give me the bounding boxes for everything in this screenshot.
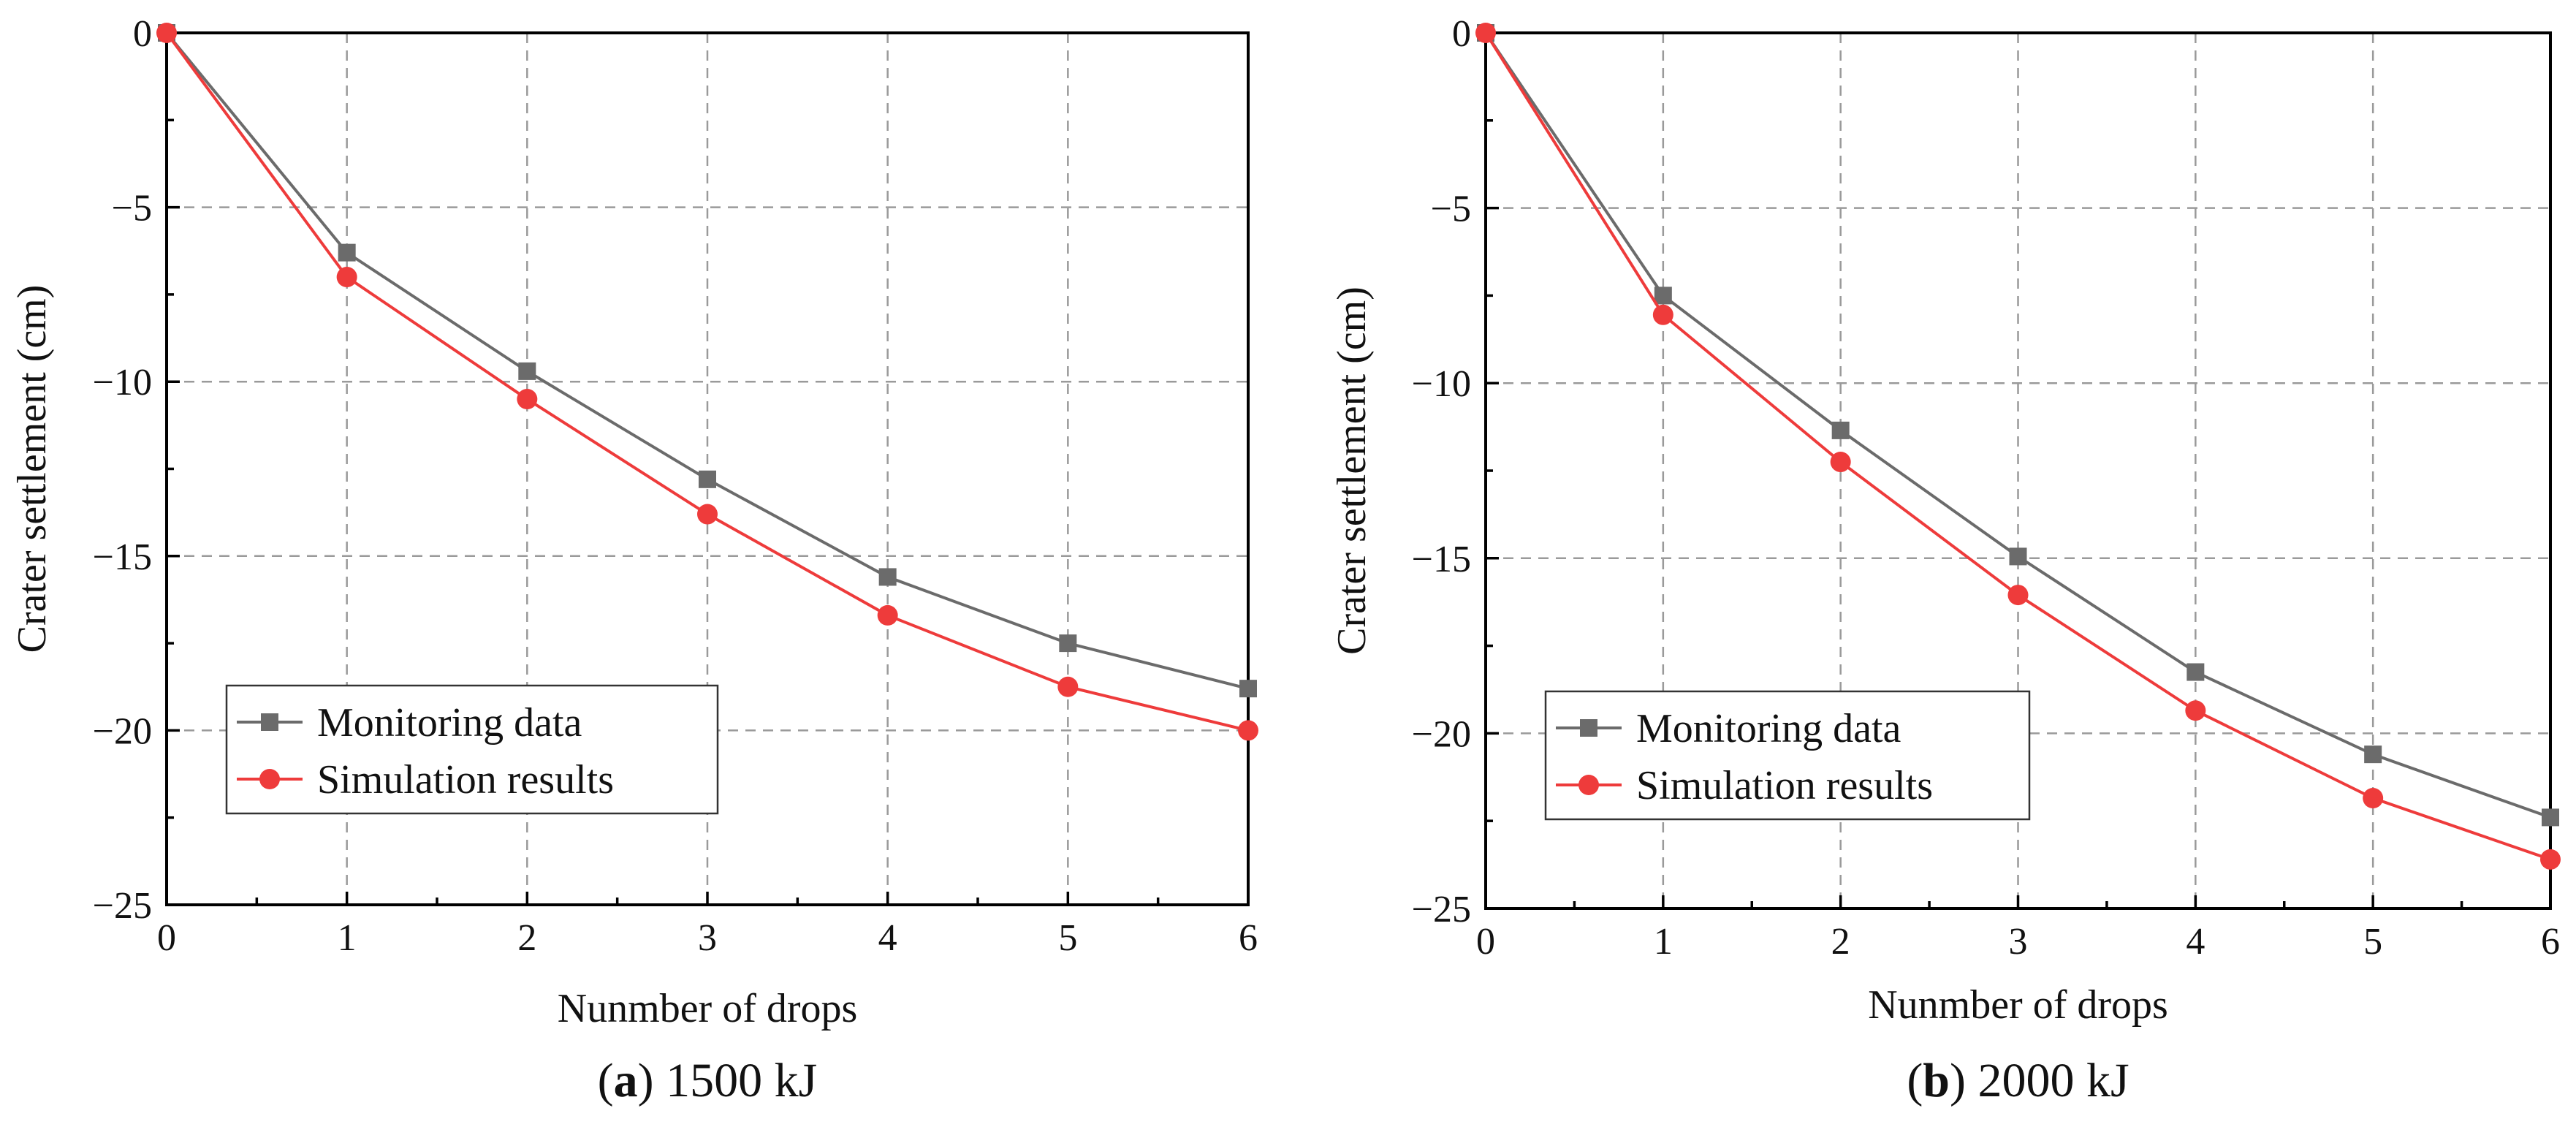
x-tick-label: 6 (1239, 917, 1258, 959)
monitoring-data-point (2009, 547, 2027, 566)
y-tick-label: 0 (1452, 13, 1471, 55)
legend-label-simulation: Simulation results (317, 757, 614, 802)
legend-label-monitoring: Monitoring data (317, 700, 582, 745)
legend-entry-simulation: Simulation results (237, 757, 614, 802)
caption-text: 2000 kJ (1978, 1054, 2129, 1107)
monitoring-data-point (699, 470, 716, 488)
y-tick-label: −25 (93, 885, 152, 927)
y-tick-label: −15 (1412, 539, 1471, 580)
monitoring-data-point (338, 243, 356, 262)
y-tick-label: −15 (93, 536, 152, 578)
y-axis-title: Crater settlement (cm) (1329, 286, 1375, 655)
legend-marker-circle (259, 769, 280, 789)
panel-caption: (a) 1500 kJ (598, 1054, 818, 1107)
legend-box (1544, 690, 2031, 821)
simulation-results-point (1830, 452, 1851, 473)
monitoring-data-point (2186, 663, 2205, 681)
simulation-results-point (2185, 700, 2206, 721)
legend: Monitoring data Simulation results (225, 684, 719, 815)
caption-letter: b (1923, 1054, 1950, 1107)
x-tick-label: 3 (698, 917, 717, 959)
simulation-results-point (1475, 23, 1496, 43)
monitoring-data-point (1059, 634, 1077, 653)
x-tick-label: 3 (2009, 921, 2028, 963)
simulation-results-point (1238, 720, 1258, 741)
caption-paren-open: ( (1907, 1054, 1923, 1107)
legend-marker-square (261, 713, 278, 731)
panel-caption: (b) 2000 kJ (1907, 1054, 2129, 1107)
legend-entry-simulation: Simulation results (1556, 763, 1933, 808)
simulation-results-point (336, 267, 357, 288)
monitoring-data-point (1239, 680, 1257, 698)
panel-b: 0 1 2 3 4 5 60−5−10−15−20−25 Nunmber of drops … (1329, 13, 2561, 1107)
x-tick-label: 2 (517, 917, 536, 959)
x-tick-label: 0 (157, 917, 176, 959)
simulation-results-point (2363, 788, 2384, 809)
caption-paren-open: ( (598, 1054, 614, 1107)
x-tick-label: 5 (2363, 921, 2382, 963)
x-tick-label: 0 (1476, 921, 1495, 963)
y-axis-title: Crater settlement (cm) (10, 285, 55, 653)
x-tick-label: 5 (1058, 917, 1077, 959)
y-tick-label: −10 (93, 362, 152, 403)
simulation-results-point (877, 604, 898, 626)
x-tick-label: 4 (878, 917, 897, 959)
monitoring-data-point (2542, 808, 2559, 827)
monitoring-data-point (518, 362, 536, 380)
monitoring-data-point (878, 568, 897, 586)
monitoring-data-point (1654, 286, 1672, 305)
legend: Monitoring data Simulation results (1544, 690, 2031, 821)
y-tick-label: −25 (1412, 889, 1471, 930)
y-tick-label: 0 (133, 13, 152, 55)
simulation-results-point (697, 504, 718, 525)
y-tick-label: −20 (93, 710, 152, 752)
legend-box (225, 684, 719, 815)
legend-label-simulation: Simulation results (1636, 763, 1933, 808)
x-axis-title: Nunmber of drops (558, 986, 858, 1031)
y-tick-label: −5 (1431, 189, 1471, 230)
monitoring-data-line (165, 31, 1249, 691)
x-tick-label: 6 (2541, 921, 2560, 963)
monitoring-data-point (2364, 745, 2382, 764)
x-tick-label: 1 (1654, 921, 1673, 963)
simulation-results-point (2540, 849, 2561, 870)
caption-paren-close: ) (1950, 1054, 1977, 1107)
x-tick-label: 2 (1831, 921, 1850, 963)
simulation-results-point (156, 23, 177, 43)
legend-entry-monitoring: Monitoring data (1556, 706, 1901, 751)
x-tick-label: 1 (338, 917, 357, 959)
x-axis-title: Nunmber of drops (1868, 982, 2168, 1028)
simulation-results-point (2007, 585, 2029, 606)
x-tick-label: 4 (2186, 921, 2205, 963)
legend-marker-circle (1578, 775, 1599, 795)
caption-letter: a (614, 1054, 638, 1107)
legend-marker-square (1580, 719, 1597, 737)
y-tick-label: −20 (1412, 713, 1471, 755)
simulation-results-point (1652, 304, 1673, 325)
simulation-results-point (1057, 676, 1079, 697)
y-tick-label: −5 (112, 188, 152, 229)
simulation-results-point (517, 389, 538, 410)
monitoring-data-point (1831, 421, 1850, 439)
caption-text: 1500 kJ (666, 1054, 817, 1107)
caption-paren-close: ) (638, 1054, 666, 1107)
legend-entry-monitoring: Monitoring data (237, 700, 582, 745)
panel-a: 0 1 2 3 4 5 60−5−10−15−20−25 Nunmber of drops … (10, 13, 1258, 1107)
legend-label-monitoring: Monitoring data (1636, 706, 1901, 751)
y-tick-label: −10 (1412, 363, 1471, 405)
